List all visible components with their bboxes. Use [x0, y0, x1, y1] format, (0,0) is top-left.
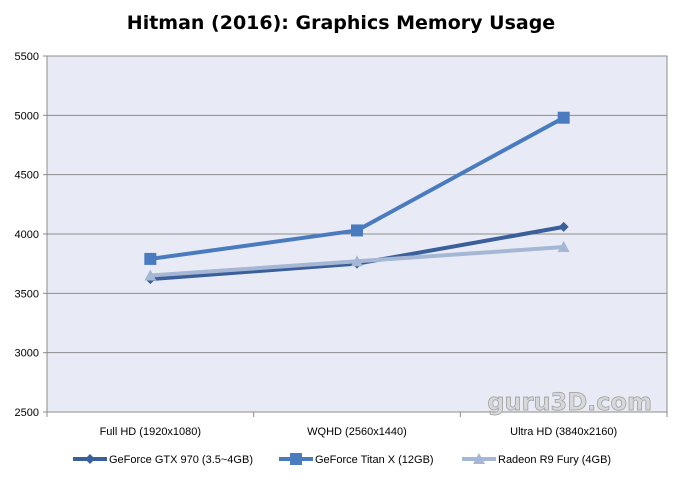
y-axis: 2500 3000 3500 4000 4500 5000 5500 [15, 51, 47, 419]
data-point [557, 111, 570, 124]
y-tick-label: 4500 [15, 170, 39, 182]
legend-marker [85, 454, 95, 464]
legend: GeForce GTX 970 (3.5~4GB) GeForce Titan X… [73, 453, 611, 466]
y-tick-label: 3500 [15, 288, 39, 300]
data-point [558, 221, 569, 232]
watermark-logo: guru3D.com [487, 388, 652, 416]
series-lines [144, 111, 570, 285]
x-axis: Full HD (1920x1080) WQHD (2560x1440) Ultra… [46, 412, 668, 438]
data-point [351, 255, 363, 267]
y-tick-label: 3000 [15, 348, 39, 360]
legend-label: Radeon R9 Fury (4GB) [498, 454, 611, 466]
y-tick-label: 2500 [15, 407, 39, 419]
x-tick-label: Ultra HD (3840x2160) [510, 426, 617, 438]
y-tick-label: 4000 [15, 229, 39, 241]
y-tick-label: 5500 [15, 51, 39, 63]
data-point [144, 269, 157, 281]
data-point [144, 252, 157, 265]
legend-marker [290, 453, 302, 465]
data-point [351, 224, 363, 237]
data-point [557, 241, 570, 253]
legend-label: GeForce GTX 970 (3.5~4GB) [109, 454, 253, 466]
legend-marker [473, 453, 485, 464]
x-tick-label: WQHD (2560x1440) [307, 426, 407, 438]
legend-label: GeForce Titan X (12GB) [315, 454, 434, 466]
x-tick-label: Full HD (1920x1080) [100, 426, 202, 438]
y-tick-label: 5000 [15, 110, 39, 122]
chart-title: Hitman (2016): Graphics Memory Usage [126, 12, 556, 34]
